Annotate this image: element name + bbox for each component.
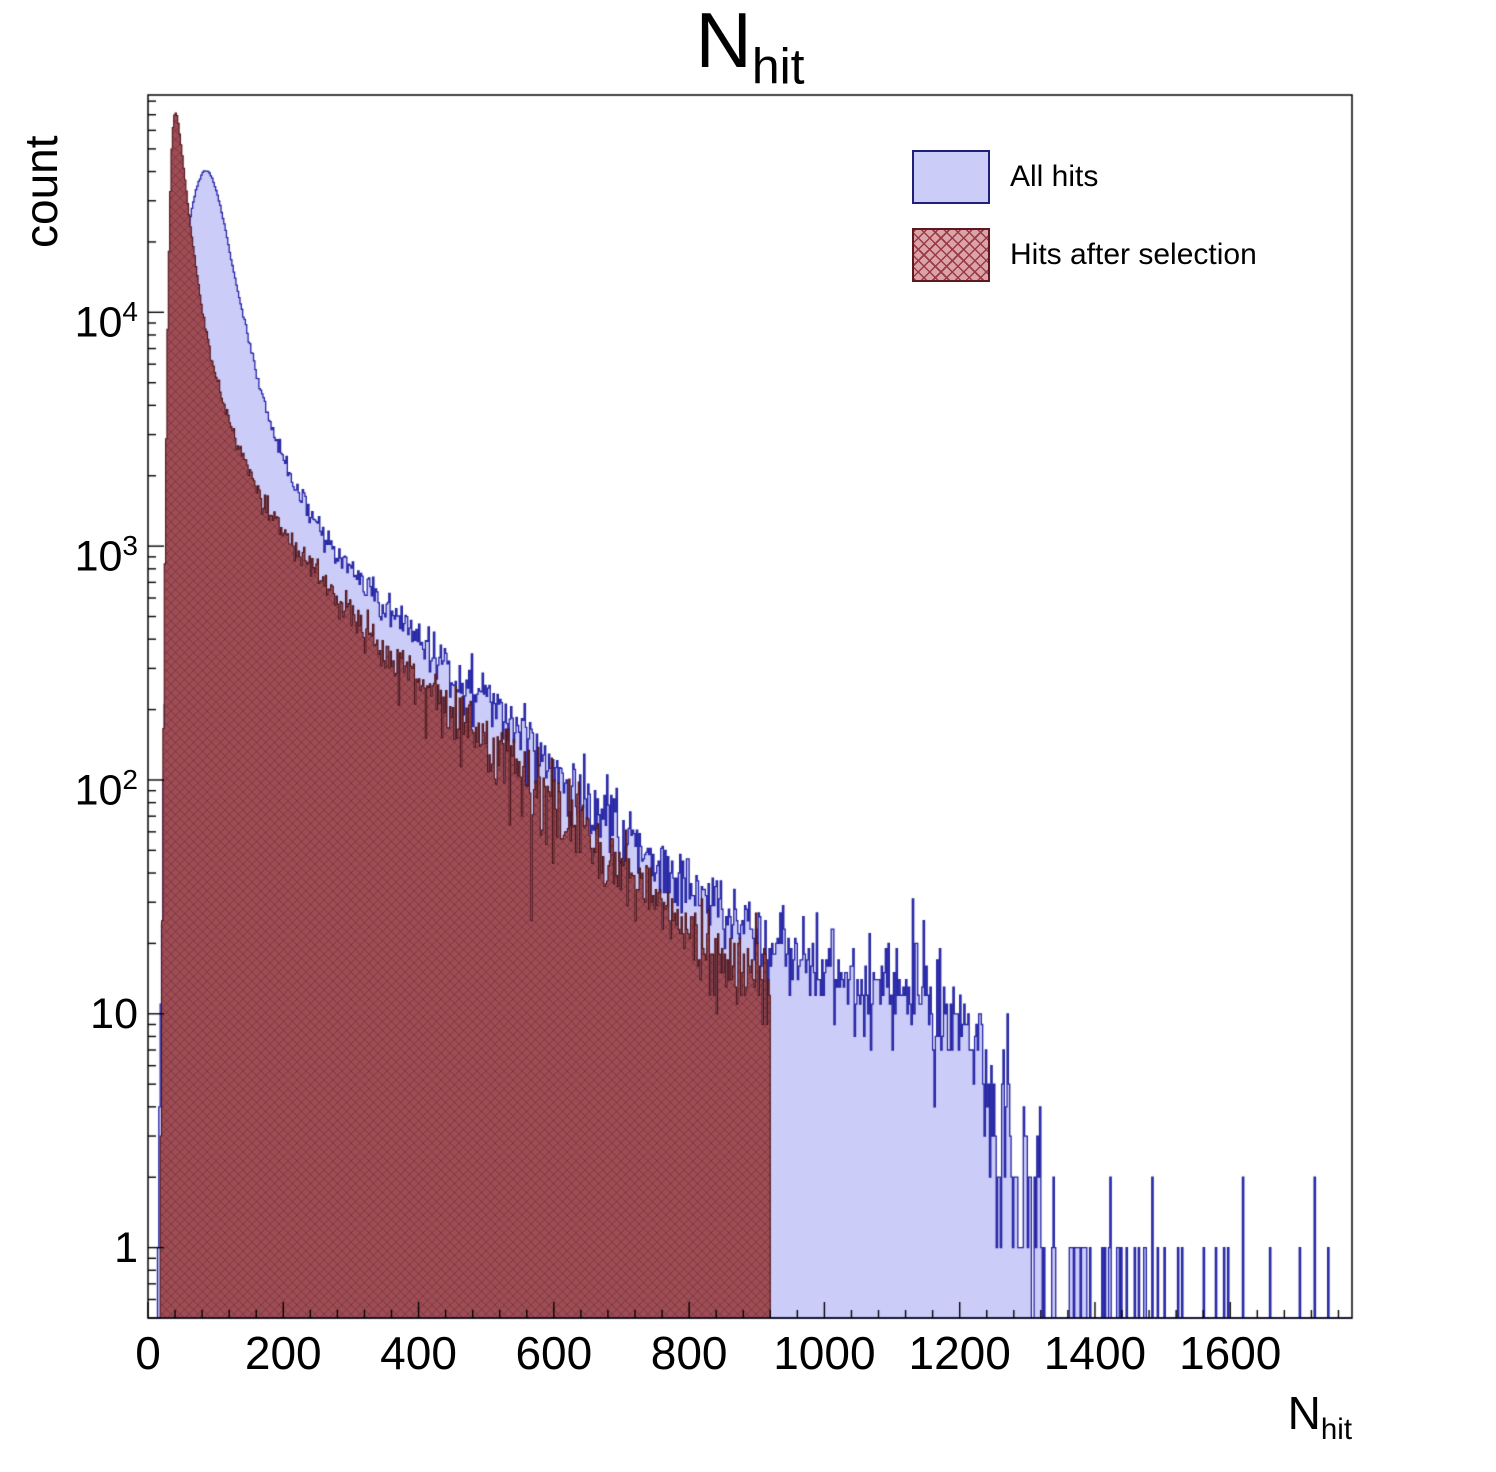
legend-label-hits-after-selection: Hits after selection: [1010, 238, 1257, 271]
x-tick-label: 200: [244, 1327, 322, 1379]
legend-swatch-all-hits: [912, 150, 990, 204]
y-tick-base: 10: [74, 532, 123, 581]
x-tick-label: 1000: [773, 1327, 876, 1379]
y-tick-base: 10: [74, 298, 123, 347]
y-tick-base: 1: [114, 1223, 138, 1272]
x-axis-title-main: N: [1287, 1387, 1321, 1439]
x-axis-title-subscript: hit: [1320, 1413, 1352, 1447]
y-tick-exponent: 2: [122, 763, 138, 795]
x-tick-label: 1200: [908, 1327, 1011, 1379]
chart-title-subscript: hit: [751, 38, 805, 95]
y-tick-label: 103: [8, 521, 138, 581]
y-tick-label: 10: [8, 989, 138, 1039]
y-axis-title: count: [15, 135, 67, 248]
y-tick-label: 102: [8, 755, 138, 815]
y-tick-label: 104: [8, 287, 138, 347]
legend: All hits Hits after selection: [912, 150, 1257, 306]
x-tick-label: 400: [380, 1327, 457, 1379]
chart-title: Nhit: [148, 0, 1352, 93]
x-tick-label: 0: [135, 1327, 161, 1379]
legend-swatch-hits-after-selection: [912, 228, 990, 282]
legend-entry-hits-after-selection: Hits after selection: [912, 228, 1257, 282]
legend-label-all-hits: All hits: [1010, 160, 1099, 193]
y-tick-exponent: 4: [122, 296, 138, 328]
x-tick-label: 600: [515, 1327, 593, 1379]
y-tick-base: 10: [90, 989, 138, 1038]
y-tick-exponent: 3: [122, 530, 138, 562]
y-tick-base: 10: [74, 766, 123, 815]
x-axis-title: Nhit: [1050, 1386, 1352, 1447]
x-tick-label: 800: [650, 1327, 728, 1379]
x-tick-label: 1400: [1043, 1327, 1147, 1379]
legend-entry-all-hits: All hits: [912, 150, 1257, 204]
y-tick-label: 1: [8, 1223, 138, 1273]
x-tick-label: 1600: [1179, 1327, 1282, 1379]
chart-title-main: N: [695, 0, 752, 84]
